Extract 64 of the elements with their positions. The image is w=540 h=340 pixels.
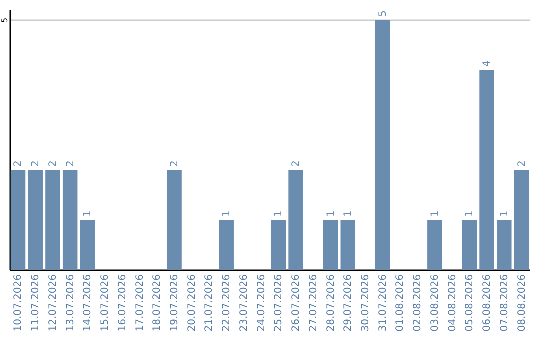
x-tick-label: 27.07.2026 [308, 274, 320, 332]
bar [80, 220, 96, 270]
x-tick-label: 02.08.2026 [412, 274, 424, 332]
x-tick-label: 11.07.2026 [30, 274, 42, 332]
bar [462, 220, 478, 270]
bar [323, 220, 338, 270]
data-label: 2 [170, 160, 181, 167]
x-tick-label: 20.07.2026 [186, 274, 198, 332]
x-tick-label: 21.07.2026 [204, 274, 216, 332]
x-tick-label: 12.07.2026 [48, 274, 59, 332]
x-tick-label: 31.07.2026 [378, 274, 389, 332]
data-label: 1 [82, 210, 94, 217]
x-tick-label: 19.07.2026 [170, 274, 181, 332]
bar [288, 170, 304, 270]
data-label: 1 [343, 210, 354, 217]
x-tick-label: 06.08.2026 [482, 274, 494, 332]
data-label: 2 [291, 160, 302, 167]
data-label: 2 [13, 160, 24, 167]
x-tick-label: 16.07.2026 [117, 274, 128, 332]
bar [428, 220, 442, 270]
x-tick-label: 08.08.2026 [516, 274, 528, 332]
x-tick-label: 26.07.2026 [291, 274, 302, 332]
x-tick-label: 04.08.2026 [447, 274, 458, 332]
x-tick-label: 14.07.2026 [82, 274, 94, 332]
data-label: 5 [378, 10, 389, 17]
bar [167, 170, 182, 270]
data-label: 1 [499, 210, 510, 217]
data-label: 2 [30, 160, 42, 167]
x-tick-label: 17.07.2026 [134, 274, 146, 332]
x-tick-label: 28.07.2026 [326, 274, 337, 332]
bar [375, 20, 390, 270]
bar [10, 170, 26, 270]
data-label: 1 [326, 210, 337, 217]
x-tick-label: 24.07.2026 [256, 274, 268, 332]
bar [340, 220, 356, 270]
data-label: 2 [65, 160, 76, 167]
data-label: 4 [482, 60, 494, 67]
x-tick-label: 25.07.2026 [274, 274, 285, 332]
bar [219, 220, 234, 270]
bar [62, 170, 78, 270]
x-tick-label: 22.07.2026 [222, 274, 233, 332]
data-label: 1 [430, 210, 441, 217]
bar [28, 170, 43, 270]
data-label: 2 [516, 160, 528, 167]
x-tick-label: 07.08.2026 [499, 274, 510, 332]
x-tick-label: 29.07.2026 [343, 274, 354, 332]
bar [497, 220, 512, 270]
x-tick-label: 30.07.2026 [360, 274, 372, 332]
x-tick-label: 18.07.2026 [152, 274, 164, 332]
bar [480, 70, 494, 270]
data-label: 1 [464, 210, 476, 217]
data-label: 1 [274, 210, 285, 217]
x-tick-label: 10.07.2026 [13, 274, 24, 332]
x-tick-label: 13.07.2026 [65, 274, 76, 332]
x-tick-label: 03.08.2026 [430, 274, 441, 332]
bar [46, 170, 60, 270]
x-tick-label: 23.07.2026 [238, 274, 250, 332]
bar [271, 220, 286, 270]
x-tick-label: 05.08.2026 [464, 274, 476, 332]
data-label: 2 [48, 160, 59, 167]
bar [514, 170, 530, 270]
data-label: 1 [222, 210, 233, 217]
x-tick-label: 15.07.2026 [100, 274, 112, 332]
x-tick-label: 01.08.2026 [395, 274, 406, 332]
